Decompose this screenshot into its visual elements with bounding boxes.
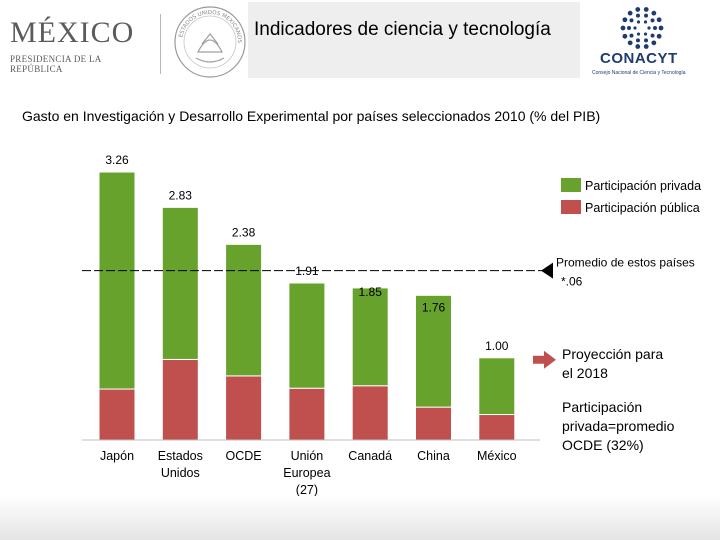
category-label-3: Unión Europea (27) — [283, 449, 330, 497]
chart-subtitle: Gasto en Investigación y Desarrollo Expe… — [22, 108, 601, 124]
reference-label: Promedio de estos países *.06 — [556, 256, 695, 289]
participation-annotation: Participación privada=promedio OCDE (32%) — [562, 399, 675, 453]
bar-public-0 — [98, 388, 136, 441]
total-label-0: 3.26 — [105, 153, 129, 167]
legend-swatch-1 — [561, 200, 581, 214]
bar-private-4 — [351, 287, 389, 387]
category-label-1: Estados Unidos — [158, 449, 203, 480]
bar-private-1 — [161, 206, 199, 360]
category-label-0: Japón — [100, 449, 134, 463]
bar-public-3 — [288, 387, 326, 441]
mexico-logo-title: MÉXICO — [10, 16, 135, 49]
conacyt-logo: CONACYT Consejo Nacional de Ciencia y Te… — [592, 6, 712, 82]
title-box: Indicadores de ciencia y tecnología — [248, 2, 580, 78]
bar-public-2 — [225, 375, 263, 441]
total-label-2: 2.38 — [232, 225, 256, 239]
projection-annotation: Proyección para el 2018 — [562, 346, 663, 381]
bar-public-6 — [478, 414, 516, 441]
footer-band — [0, 496, 720, 540]
bar-private-5 — [415, 294, 452, 408]
total-label-4: 1.85 — [359, 285, 383, 299]
slide-title: Indicadores de ciencia y tecnología — [254, 19, 551, 40]
bar-chart: Promedio de estos países *.06 3.26 Japón 2.… — [82, 153, 701, 497]
projection-arrow-icon — [533, 350, 556, 369]
bar-public-5 — [415, 406, 452, 441]
header-divider — [160, 14, 161, 74]
legend-swatch-0 — [561, 178, 581, 192]
slide-header: MÉXICO PRESIDENCIA DE LA REPÚBLICA ESTAD… — [0, 0, 720, 90]
bar-public-1 — [161, 358, 199, 441]
conacyt-subtitle: Consejo Nacional de Ciencia y Tecnología — [592, 70, 686, 76]
conacyt-name: CONACYT — [600, 50, 678, 67]
legend-label-0: Participación privada — [585, 179, 701, 193]
total-label-1: 2.83 — [169, 188, 193, 202]
bar-private-0 — [98, 171, 136, 390]
mexico-logo: MÉXICO PRESIDENCIA DE LA REPÚBLICA — [10, 16, 150, 75]
total-label-3: 1.91 — [295, 264, 319, 278]
category-label-6: México — [477, 449, 517, 463]
mexico-logo-subtitle: PRESIDENCIA DE LA REPÚBLICA — [10, 54, 102, 74]
total-label-5: 1.76 — [422, 300, 446, 314]
legend-label-1: Participación pública — [585, 201, 700, 215]
category-label-5: China — [417, 449, 450, 463]
bar-private-3 — [288, 282, 326, 389]
reference-pointer-icon — [541, 262, 553, 279]
total-label-6: 1.00 — [485, 339, 509, 353]
conacyt-dots-icon — [620, 7, 664, 49]
bar-private-6 — [478, 357, 516, 416]
bar-public-4 — [351, 385, 389, 441]
category-label-2: OCDE — [226, 449, 262, 463]
national-seal-icon: ESTADOS UNIDOS MEXICANOS — [174, 6, 246, 78]
category-label-4: Canadá — [348, 449, 392, 463]
bar-private-2 — [225, 243, 263, 377]
